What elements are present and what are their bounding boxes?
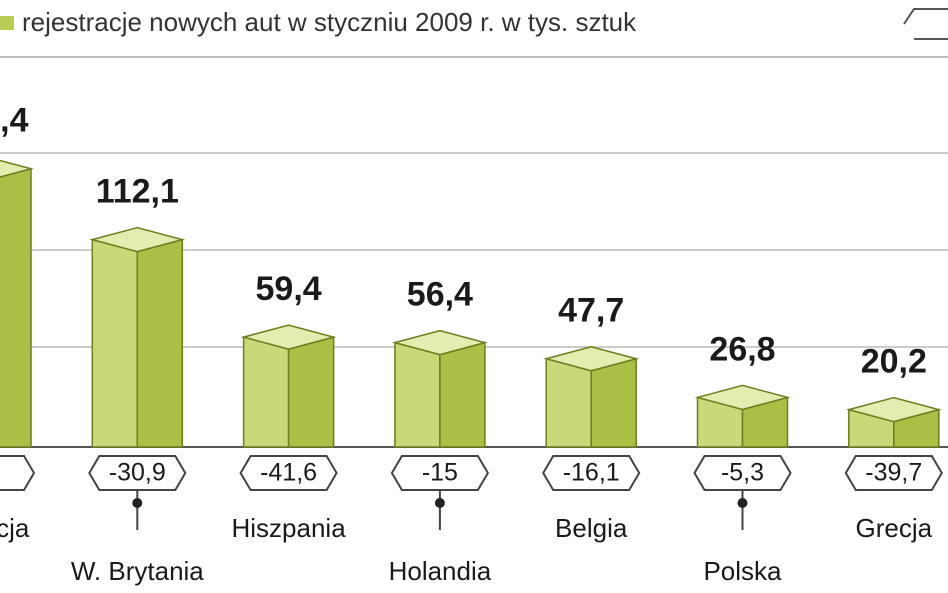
legend-tag bbox=[903, 8, 948, 40]
bar-top bbox=[694, 384, 791, 411]
category-label: Belgia bbox=[555, 513, 628, 543]
bar-top bbox=[0, 159, 34, 178]
bar-top bbox=[391, 329, 488, 356]
bar-side bbox=[590, 357, 637, 448]
category-label: Holandia bbox=[389, 556, 492, 586]
category-label: W. Brytania bbox=[71, 556, 204, 586]
bar-side bbox=[136, 238, 184, 448]
category-label: Hiszpania bbox=[232, 513, 347, 543]
bar-top bbox=[89, 226, 186, 253]
bar-front bbox=[394, 341, 441, 448]
change-tag bbox=[239, 455, 338, 491]
change-tag bbox=[88, 455, 187, 491]
bar-top bbox=[240, 324, 337, 350]
legend-swatch bbox=[0, 16, 14, 30]
change-tag bbox=[693, 455, 792, 491]
category-label: Polska bbox=[703, 556, 782, 586]
value-label: 26,8 bbox=[709, 330, 775, 368]
value-label: 150,4 bbox=[0, 102, 29, 140]
change-tag bbox=[844, 455, 943, 491]
category-label: Francja bbox=[0, 513, 30, 543]
bar-side bbox=[439, 341, 486, 448]
change-label: -16,1 bbox=[563, 459, 620, 487]
change-tag bbox=[542, 455, 641, 491]
change-tag bbox=[0, 455, 36, 491]
value-label: 20,2 bbox=[861, 343, 927, 381]
change-label: -5,3 bbox=[721, 459, 764, 487]
change-label: -39,7 bbox=[865, 459, 922, 487]
stem-dot bbox=[737, 498, 748, 508]
bar-front bbox=[91, 238, 139, 448]
value-label: 56,4 bbox=[407, 276, 473, 314]
category-label: Grecja bbox=[856, 513, 933, 543]
value-label: 112,1 bbox=[96, 173, 179, 211]
legend-label: rejestracje nowych aut w styczniu 2009 r… bbox=[22, 7, 637, 37]
value-label: 47,7 bbox=[558, 292, 624, 330]
bar-side bbox=[0, 167, 32, 448]
change-label: -30,9 bbox=[109, 459, 166, 487]
bar-side bbox=[287, 336, 335, 448]
bar-front bbox=[545, 357, 592, 448]
change-tag bbox=[390, 455, 490, 491]
value-label: 59,4 bbox=[256, 270, 322, 308]
bar-top bbox=[543, 345, 640, 372]
stem-dot bbox=[434, 498, 445, 508]
change-label: -15 bbox=[422, 459, 458, 487]
change-label: -41,6 bbox=[260, 459, 317, 487]
stem-dot bbox=[132, 498, 143, 508]
bar-top bbox=[845, 396, 942, 423]
bar-front bbox=[242, 336, 290, 448]
